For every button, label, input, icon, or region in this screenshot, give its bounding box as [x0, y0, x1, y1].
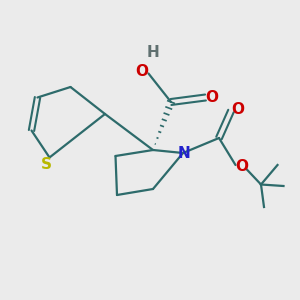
- Text: O: O: [231, 102, 244, 117]
- Text: O: O: [135, 64, 148, 79]
- Text: S: S: [41, 157, 52, 172]
- Text: O: O: [236, 159, 249, 174]
- Text: O: O: [205, 90, 218, 105]
- Text: H: H: [147, 45, 159, 60]
- Text: N: N: [178, 146, 191, 160]
